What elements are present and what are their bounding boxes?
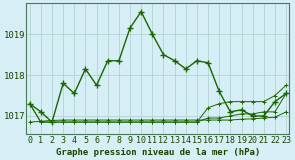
X-axis label: Graphe pression niveau de la mer (hPa): Graphe pression niveau de la mer (hPa) (56, 148, 260, 156)
